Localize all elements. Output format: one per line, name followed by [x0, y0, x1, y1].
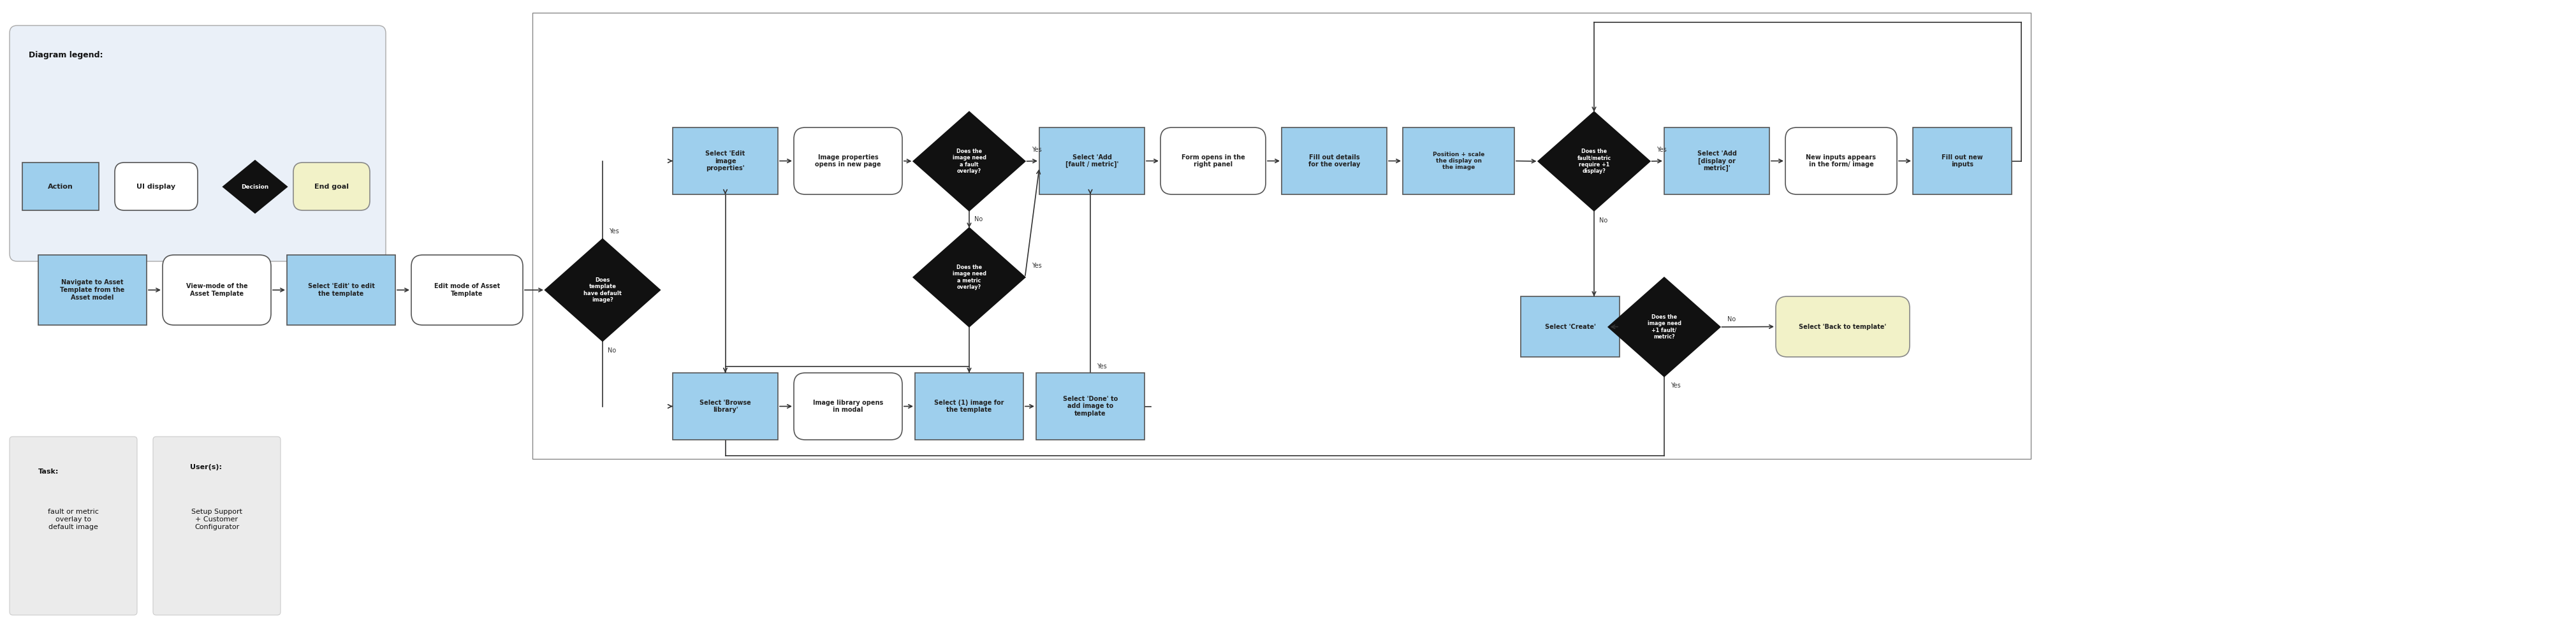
Bar [672, 373, 778, 440]
Text: Select 'Add
[display or
metric]': Select 'Add [display or metric]' [1698, 150, 1736, 172]
FancyBboxPatch shape [10, 25, 386, 261]
Bar [672, 127, 778, 194]
Text: Decision: Decision [242, 184, 268, 190]
Bar [1036, 373, 1144, 440]
Text: Does
template
have default
image?: Does template have default image? [582, 277, 621, 303]
Text: Select (1) image for
the template: Select (1) image for the template [935, 399, 1005, 413]
Text: Image properties
opens in new page: Image properties opens in new page [814, 154, 881, 168]
Text: Select 'Add
[fault / metric]': Select 'Add [fault / metric]' [1066, 154, 1118, 168]
Text: No: No [974, 216, 984, 223]
Text: Select 'Edit' to edit
the template: Select 'Edit' to edit the template [307, 283, 374, 297]
Bar [1404, 127, 1515, 194]
Text: Yes: Yes [1030, 262, 1041, 269]
Text: Task:: Task: [39, 468, 59, 475]
Text: Edit mode of Asset
Template: Edit mode of Asset Template [435, 283, 500, 297]
Polygon shape [914, 228, 1025, 327]
Text: Action: Action [49, 183, 72, 190]
Text: Select 'Back to template': Select 'Back to template' [1798, 324, 1886, 330]
FancyBboxPatch shape [1159, 127, 1265, 194]
FancyBboxPatch shape [294, 163, 371, 210]
FancyBboxPatch shape [1785, 127, 1896, 194]
Text: Select 'Done' to
add image to
template: Select 'Done' to add image to template [1064, 396, 1118, 417]
Text: Fill out new
inputs: Fill out new inputs [1942, 154, 1984, 168]
Text: Yes: Yes [608, 228, 618, 235]
Text: New inputs appears
in the form/ image: New inputs appears in the form/ image [1806, 154, 1875, 168]
Text: View-mode of the
Asset Template: View-mode of the Asset Template [185, 283, 247, 297]
Text: Form opens in the
right panel: Form opens in the right panel [1182, 154, 1244, 168]
Polygon shape [224, 161, 286, 213]
Polygon shape [1538, 112, 1649, 211]
Text: No: No [1728, 316, 1736, 322]
Bar [286, 255, 394, 325]
Text: Select 'Edit
image
properties': Select 'Edit image properties' [706, 150, 744, 172]
FancyBboxPatch shape [412, 255, 523, 325]
FancyBboxPatch shape [793, 373, 902, 440]
Text: Image library opens
in modal: Image library opens in modal [814, 399, 884, 413]
Text: Navigate to Asset
Template from the
Asset model: Navigate to Asset Template from the Asse… [59, 280, 124, 300]
Text: Setup Support
+ Customer
Configurator: Setup Support + Customer Configurator [191, 509, 242, 530]
FancyBboxPatch shape [162, 255, 270, 325]
FancyBboxPatch shape [116, 163, 198, 210]
Text: Select 'Browse
library': Select 'Browse library' [701, 399, 752, 413]
Bar [1914, 127, 2012, 194]
Text: Fill out details
for the overlay: Fill out details for the overlay [1309, 154, 1360, 168]
Text: End goal: End goal [314, 183, 348, 190]
Text: Position + scale
the display on
the image: Position + scale the display on the imag… [1432, 151, 1484, 170]
Text: Diagram legend:: Diagram legend: [28, 51, 103, 59]
FancyBboxPatch shape [152, 437, 281, 615]
Bar [533, 13, 2030, 459]
Text: UI display: UI display [137, 183, 175, 190]
Text: Does the
fault/metric
require +1
display?: Does the fault/metric require +1 display… [1577, 148, 1610, 174]
Text: User(s):: User(s): [191, 464, 222, 470]
Bar [39, 255, 147, 325]
Text: No: No [1600, 217, 1607, 223]
Text: Does the
image need
a metric
overlay?: Does the image need a metric overlay? [953, 264, 987, 290]
Text: Does the
image need
+1 fault/
metric?: Does the image need +1 fault/ metric? [1646, 314, 1682, 339]
Bar [23, 163, 98, 210]
FancyBboxPatch shape [1775, 297, 1909, 357]
Text: Select 'Create': Select 'Create' [1546, 324, 1595, 330]
Polygon shape [1607, 278, 1721, 376]
Bar [1520, 297, 1620, 357]
Polygon shape [914, 112, 1025, 211]
Text: fault or metric
overlay to
default image: fault or metric overlay to default image [49, 509, 98, 530]
Polygon shape [546, 239, 659, 341]
FancyBboxPatch shape [793, 127, 902, 194]
Text: Yes: Yes [1097, 363, 1108, 370]
Bar [1038, 127, 1144, 194]
Text: Yes: Yes [1672, 383, 1680, 389]
FancyBboxPatch shape [10, 437, 137, 615]
Text: Yes: Yes [1656, 146, 1667, 153]
Text: No: No [608, 348, 616, 354]
Bar [1664, 127, 1770, 194]
Text: Does the
image need
a fault
overlay?: Does the image need a fault overlay? [953, 148, 987, 174]
Bar [1283, 127, 1386, 194]
Text: Yes: Yes [1030, 146, 1041, 153]
Bar [914, 373, 1023, 440]
